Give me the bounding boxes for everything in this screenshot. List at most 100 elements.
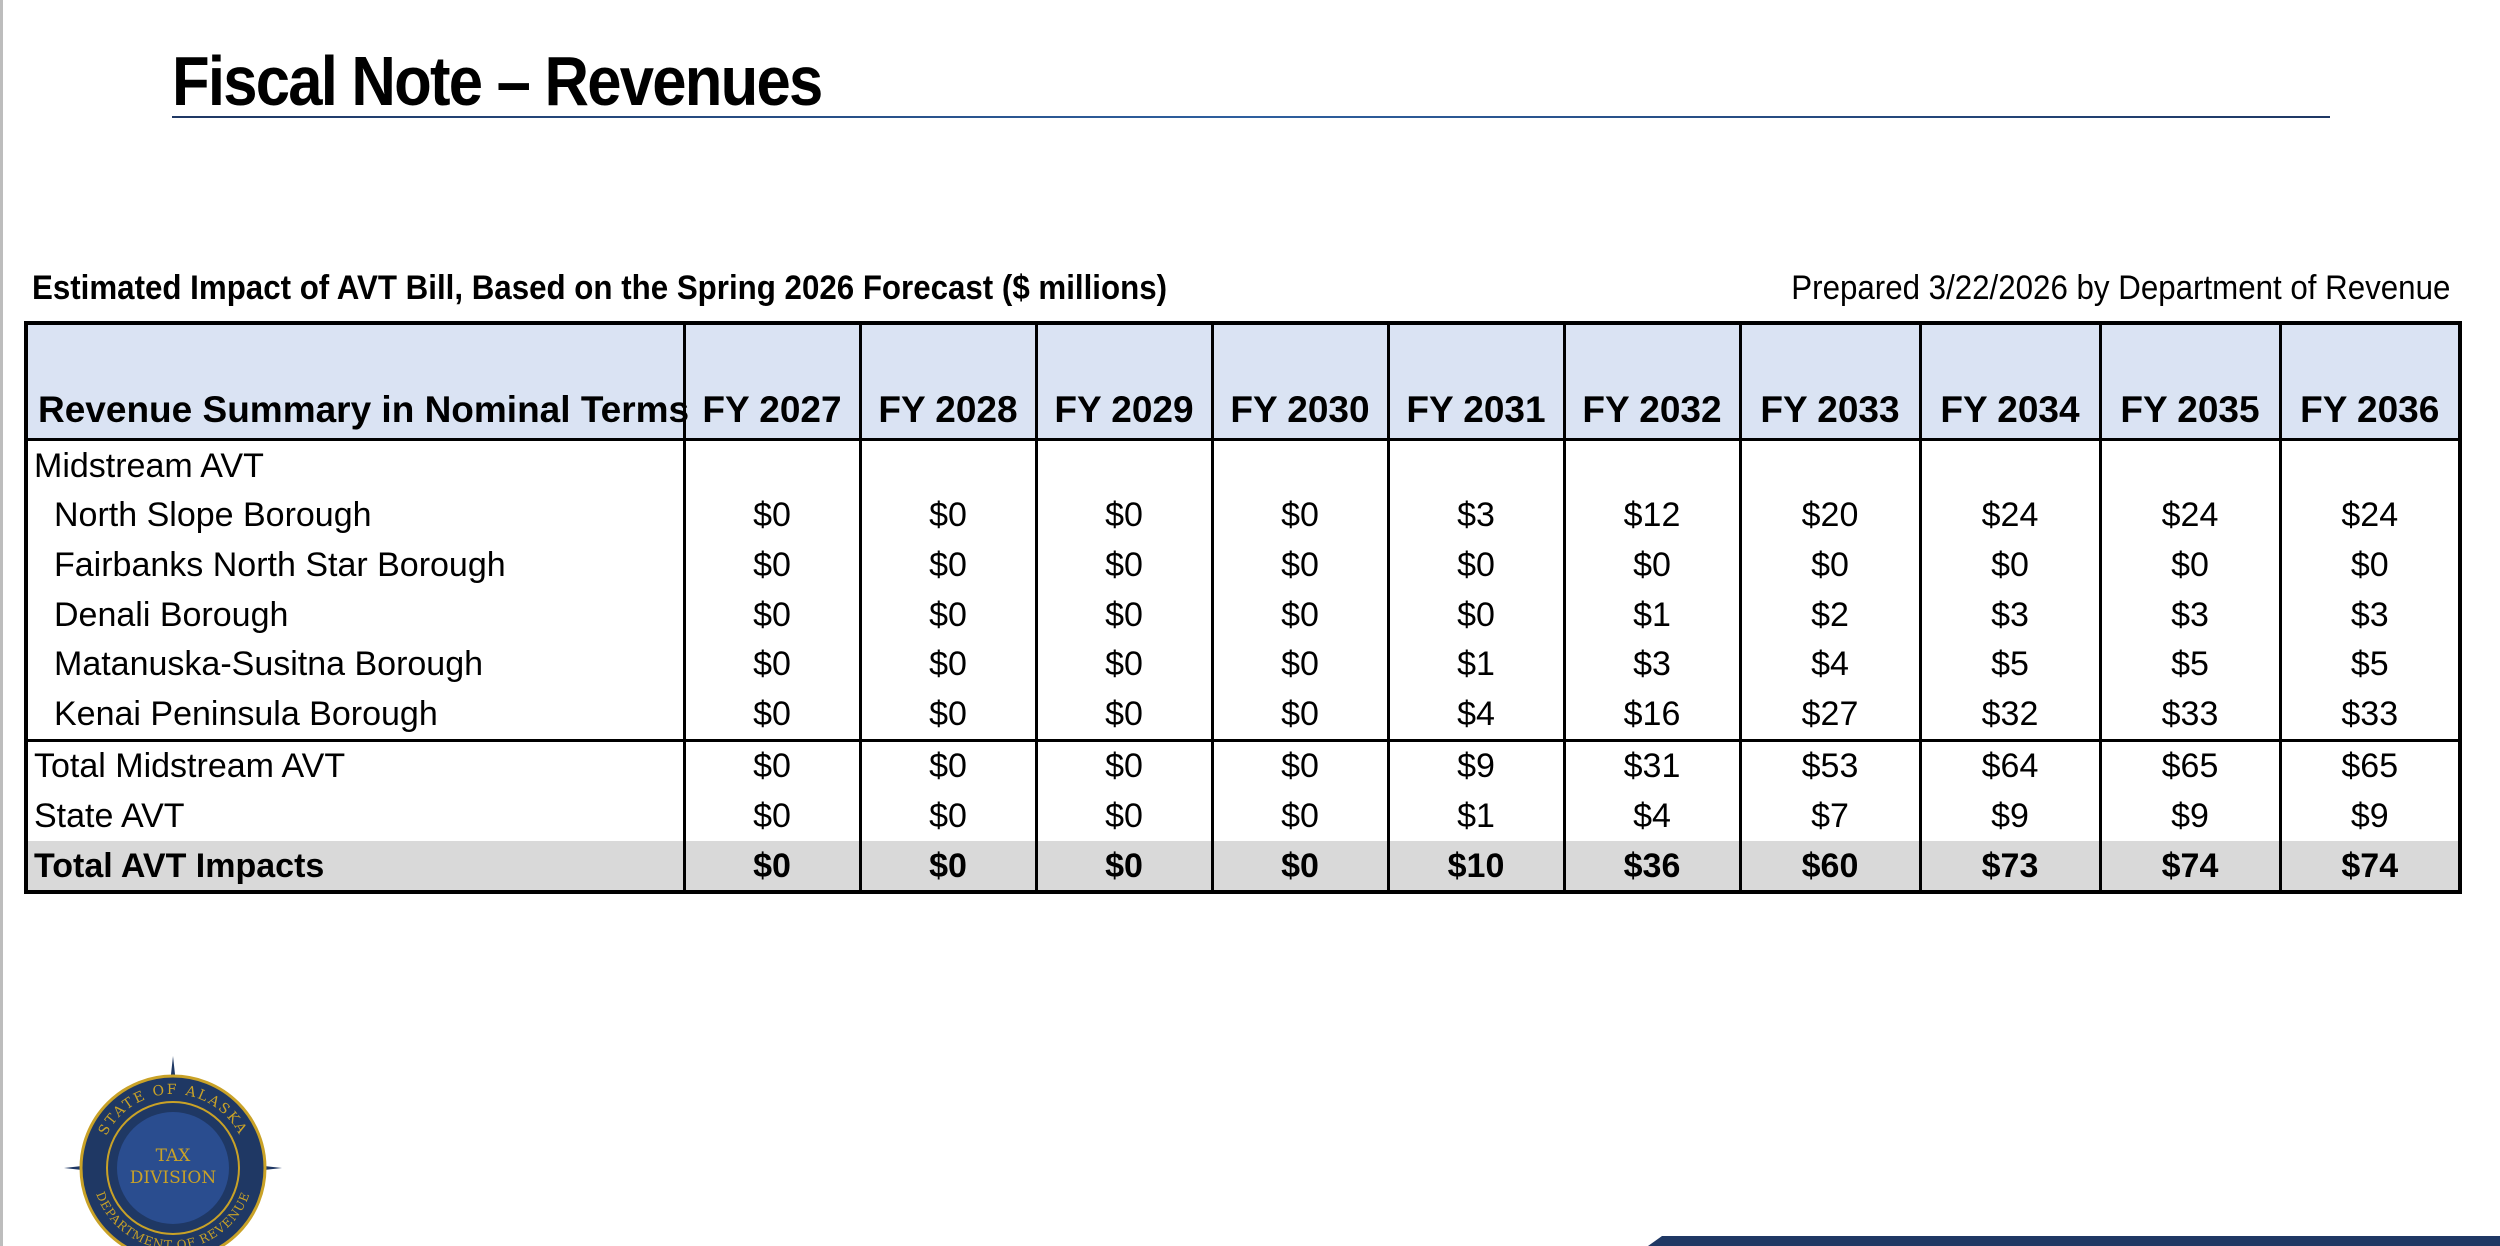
table-cell: $73 [1918, 840, 2100, 893]
column-header-label: Revenue Summary in Nominal Terms [26, 323, 689, 441]
table-cell: $0 [1034, 589, 1212, 640]
table-cell: $0 [858, 738, 1036, 792]
table-cell: $60 [1738, 840, 1920, 893]
table-cell: $0 [682, 688, 860, 741]
row-label: Matanuska-Susitna Borough [54, 645, 484, 684]
row-label: Total Midstream AVT [26, 738, 684, 792]
column-header-year: FY 2034 [1918, 323, 2100, 441]
table-row: Denali Borough $0 $0 $0 $0 $0 $1 $2 $3 $… [26, 589, 2460, 640]
total-midstream-row: Total Midstream AVT $0 $0 $0 $0 $9 $31 $… [26, 738, 2460, 792]
prepared-by-note: Prepared 3/22/2026 by Department of Reve… [1790, 269, 2450, 307]
column-header-year: FY 2033 [1738, 323, 1920, 441]
table-cell: $20 [1738, 490, 1920, 541]
table-cell: $24 [2098, 490, 2280, 541]
table-cell: $27 [1738, 688, 1920, 741]
row-label: Total AVT Impacts [26, 840, 684, 893]
row-label: Denali Borough [54, 595, 289, 634]
column-header-year: FY 2027 [682, 323, 860, 441]
table-cell: $0 [682, 738, 860, 792]
table-cell: $9 [2278, 791, 2460, 841]
column-header-year: FY 2029 [1034, 323, 1212, 441]
table-cell: $0 [1210, 840, 1388, 893]
page-title: Fiscal Note – Revenues [172, 42, 823, 120]
table-cell: $36 [1562, 840, 1740, 893]
table-cell: $0 [858, 540, 1036, 590]
table-cell: $0 [682, 490, 860, 541]
table-cell: $0 [1918, 540, 2100, 590]
table-cell: $1 [1386, 791, 1564, 841]
table-cell: $0 [1034, 639, 1212, 689]
table-cell: $0 [1386, 540, 1564, 590]
table-cell: $74 [2278, 840, 2460, 893]
table-cell: $32 [1918, 688, 2100, 741]
table-cell: $0 [2098, 540, 2280, 590]
table-cell: $7 [1738, 791, 1920, 841]
table-header-row: Revenue Summary in Nominal Terms FY 2027… [26, 323, 2460, 441]
section-row: Midstream AVT [26, 439, 2460, 491]
table-cell: $0 [2278, 540, 2460, 590]
table-cell: $24 [2278, 490, 2460, 541]
table-cell: $9 [1918, 791, 2100, 841]
table-cell: $1 [1562, 589, 1740, 640]
table-cell: $65 [2098, 738, 2280, 792]
table-cell: $0 [1210, 738, 1388, 792]
table-cell: $12 [1562, 490, 1740, 541]
row-label: Kenai Peninsula Borough [54, 694, 438, 733]
table-cell: $0 [1562, 540, 1740, 590]
table-row: Kenai Peninsula Borough $0 $0 $0 $0 $4 $… [26, 688, 2460, 741]
footer-accent-band [1648, 1236, 2500, 1246]
section-label: Midstream AVT [34, 446, 264, 485]
tax-division-seal-icon: STATE OF ALASKA DEPARTMENT OF REVENUE TA… [62, 1052, 284, 1246]
table-cell: $3 [2278, 589, 2460, 640]
table-cell: $33 [2278, 688, 2460, 741]
table-cell: $0 [1034, 840, 1212, 893]
slide-left-edge [0, 0, 3, 1246]
row-label: Fairbanks North Star Borough [54, 545, 506, 584]
table-cell: $0 [682, 791, 860, 841]
table-cell: $4 [1386, 688, 1564, 741]
table-cell: $5 [2278, 639, 2460, 689]
table-cell: $4 [1738, 639, 1920, 689]
table-cell: $74 [2098, 840, 2280, 893]
table-cell: $3 [1918, 589, 2100, 640]
column-header-year: FY 2036 [2278, 323, 2460, 441]
table-cell: $0 [858, 490, 1036, 541]
table-cell: $0 [1034, 791, 1212, 841]
table-cell: $0 [1034, 490, 1212, 541]
table-cell: $5 [1918, 639, 2100, 689]
table-cell: $64 [1918, 738, 2100, 792]
table-cell: $0 [682, 589, 860, 640]
table-cell: $0 [1210, 639, 1388, 689]
table-cell: $3 [2098, 589, 2280, 640]
table-cell: $0 [1210, 490, 1388, 541]
title-underline [172, 116, 2330, 118]
table-row: Matanuska-Susitna Borough $0 $0 $0 $0 $1… [26, 639, 2460, 689]
table-cell: $65 [2278, 738, 2460, 792]
table-cell: $0 [858, 639, 1036, 689]
row-label: North Slope Borough [54, 496, 372, 535]
table-cell: $0 [1034, 540, 1212, 590]
svg-text:DIVISION: DIVISION [130, 1168, 217, 1188]
svg-text:TAX: TAX [156, 1146, 192, 1166]
table-cell: $0 [858, 688, 1036, 741]
table-cell: $0 [1386, 589, 1564, 640]
table-row: Fairbanks North Star Borough $0 $0 $0 $0… [26, 540, 2460, 590]
table-cell: $0 [1210, 540, 1388, 590]
column-header-year: FY 2030 [1210, 323, 1388, 441]
table-cell: $31 [1562, 738, 1740, 792]
column-header-year: FY 2031 [1386, 323, 1564, 441]
table-cell: $0 [1738, 540, 1920, 590]
table-cell: $0 [682, 639, 860, 689]
table-cell: $9 [2098, 791, 2280, 841]
table-cell: $0 [1210, 791, 1388, 841]
table-cell: $0 [682, 840, 860, 893]
table-cell: $33 [2098, 688, 2280, 741]
state-avt-row: State AVT $0 $0 $0 $0 $1 $4 $7 $9 $9 $9 [26, 791, 2460, 841]
table-cell: $24 [1918, 490, 2100, 541]
column-header-year: FY 2028 [858, 323, 1036, 441]
table-cell: $10 [1386, 840, 1564, 893]
table-cell: $16 [1562, 688, 1740, 741]
table-row: North Slope Borough $0 $0 $0 $0 $3 $12 $… [26, 490, 2460, 541]
column-header-year: FY 2035 [2098, 323, 2280, 441]
table-cell: $0 [1210, 688, 1388, 741]
